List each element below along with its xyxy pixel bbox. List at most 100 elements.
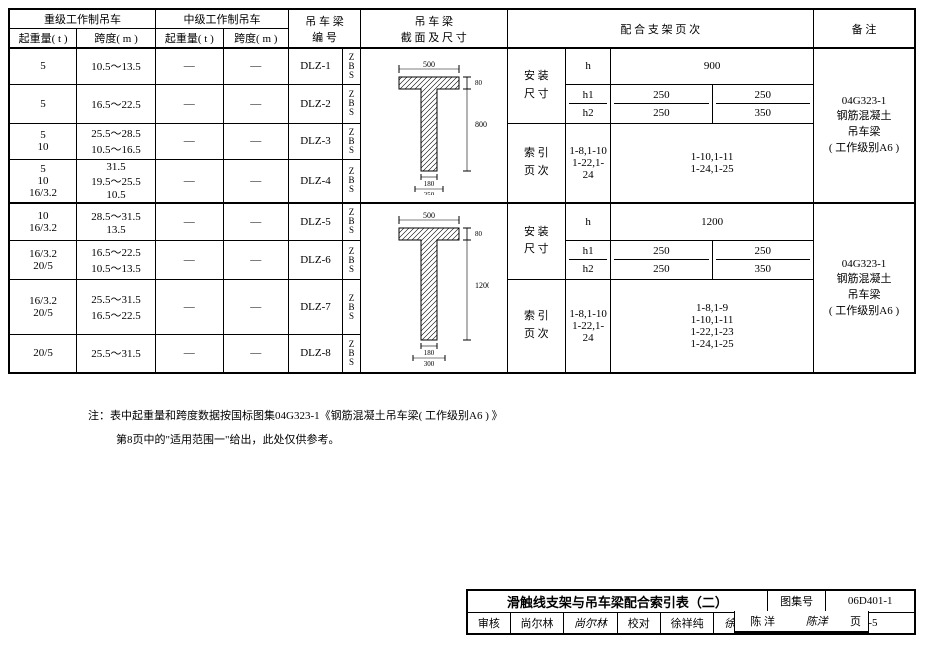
- cell: h: [566, 48, 611, 84]
- cell: 5: [9, 84, 77, 123]
- cell: —: [223, 335, 288, 373]
- cell: DLZ-5: [288, 203, 342, 241]
- cell: DLZ-4: [288, 159, 342, 203]
- zbs: ZBS: [346, 167, 357, 194]
- page-label: 页: [843, 611, 869, 633]
- cell: 51016/3.2: [9, 159, 77, 203]
- cell: —: [155, 241, 223, 280]
- hdr-span-2: 跨度( m ): [223, 29, 288, 49]
- cell: —: [155, 48, 223, 84]
- cell: DLZ-3: [288, 123, 342, 159]
- cell: 25.5～28.510.5～16.5: [77, 123, 156, 159]
- cell: 1200: [611, 203, 814, 241]
- setno-label: 图集号: [767, 590, 826, 613]
- hdr-load-1: 起重量( t ): [9, 29, 77, 49]
- cell: 250 250: [611, 84, 712, 123]
- cell: 1016/3.2: [9, 203, 77, 241]
- idx-cell: 1-8,1-101-22,1-24: [566, 123, 611, 203]
- idx-cell: 1-10,1-111-24,1-25: [611, 123, 814, 203]
- cell: 250 350: [712, 84, 813, 123]
- footnotes: 注：表中起重量和跨度数据按国标图集04G323-1《钢筋混凝土吊车梁( 工作级别…: [88, 404, 917, 452]
- svg-text:500: 500: [423, 60, 435, 69]
- svg-text:180: 180: [424, 349, 435, 357]
- cell: —: [223, 280, 288, 335]
- design-name: 陈 洋: [750, 613, 775, 629]
- hdr-span-1: 跨度( m ): [77, 29, 156, 49]
- cell: 16/3.220/5: [9, 280, 77, 335]
- cell: 5: [9, 48, 77, 84]
- cell: —: [223, 84, 288, 123]
- main-index-table: 重级工作制吊车 中级工作制吊车 吊 车 梁 编 号 吊 车 梁 截 面 及 尺 …: [8, 8, 916, 374]
- setno: 06D401-1: [826, 590, 915, 613]
- cell: —: [223, 241, 288, 280]
- svg-text:1200: 1200: [475, 281, 489, 290]
- cell: 31.519.5～25.510.5: [77, 159, 156, 203]
- cell: 10.5～13.5: [77, 48, 156, 84]
- cell: 20/5: [9, 335, 77, 373]
- cell: 28.5～31.513.5: [77, 203, 156, 241]
- zbs: ZBS: [346, 340, 357, 367]
- cell: DLZ-2: [288, 84, 342, 123]
- zbs: ZBS: [346, 208, 357, 235]
- drawing-title: 滑触线支架与吊车梁配合索引表（二）: [467, 590, 767, 613]
- svg-text:300: 300: [424, 360, 435, 368]
- svg-text:500: 500: [423, 211, 435, 220]
- hdr-section: 吊 车 梁 截 面 及 尺 寸: [361, 9, 507, 48]
- hdr-load-2: 起重量( t ): [155, 29, 223, 49]
- footnote-1: 注：表中起重量和跨度数据按国标图集04G323-1《钢筋混凝土吊车梁( 工作级别…: [88, 404, 917, 428]
- index-label: 索 引页 次: [507, 123, 566, 203]
- cell: h1 h2: [566, 241, 611, 280]
- mount-label: 安 装尺 寸: [507, 48, 566, 123]
- cell: DLZ-8: [288, 335, 342, 373]
- cell: 900: [611, 48, 814, 84]
- hdr-beam-no: 吊 车 梁 编 号: [288, 9, 360, 48]
- cell: —: [223, 123, 288, 159]
- footnote-2: 第8页中的"适用范围一"给出，此处仅供参考。: [88, 428, 917, 452]
- cell: —: [223, 48, 288, 84]
- hdr-notes: 备 注: [813, 9, 915, 48]
- idx-cell: 1-8,1-101-22,1-24: [566, 280, 611, 373]
- svg-text:250: 250: [424, 191, 435, 195]
- cell: 16.5～22.510.5～13.5: [77, 241, 156, 280]
- cell: DLZ-7: [288, 280, 342, 335]
- cell: —: [155, 203, 223, 241]
- idx-cell: 1-8,1-91-10,1-111-22,1-231-24,1-25: [611, 280, 814, 373]
- hdr-medium: 中级工作制吊车: [155, 9, 288, 29]
- cell: 16/3.220/5: [9, 241, 77, 280]
- cell: 250 250: [611, 241, 712, 280]
- notes-block-1: 04G323-1钢筋混凝土吊车梁( 工作级别A6 ): [813, 48, 915, 203]
- review-sig: 尚尔林: [564, 612, 617, 634]
- cell: —: [155, 280, 223, 335]
- zbs: ZBS: [346, 294, 357, 321]
- check-label: 校对: [617, 612, 660, 634]
- zbs: ZBS: [346, 90, 357, 117]
- review-label: 审核: [467, 612, 510, 634]
- cell: 25.5～31.5: [77, 335, 156, 373]
- hdr-heavy: 重级工作制吊车: [9, 9, 155, 29]
- review-name: 尚尔林: [510, 612, 563, 634]
- cell: h: [566, 203, 611, 241]
- cell: DLZ-1: [288, 48, 342, 84]
- svg-text:80: 80: [475, 79, 483, 87]
- hdr-bracket: 配 合 支 架 页 次: [507, 9, 813, 48]
- mount-label: 安 装尺 寸: [507, 203, 566, 280]
- cell: —: [155, 159, 223, 203]
- cell: 510: [9, 123, 77, 159]
- cell: 25.5～31.516.5～22.5: [77, 280, 156, 335]
- zbs: ZBS: [346, 128, 357, 155]
- cell: DLZ-6: [288, 241, 342, 280]
- beam-diagram-1: 500 80 800 180 250: [361, 48, 507, 203]
- cell: —: [155, 335, 223, 373]
- svg-text:180: 180: [424, 180, 435, 188]
- beam-diagram-2: 500 80 1200 180 300: [361, 203, 507, 373]
- cell: 16.5～22.5: [77, 84, 156, 123]
- zbs: ZBS: [346, 247, 357, 274]
- index-label: 索 引页 次: [507, 280, 566, 373]
- svg-text:80: 80: [475, 230, 483, 238]
- check-name: 徐祥纯: [660, 612, 713, 634]
- cell: h1 h2: [566, 84, 611, 123]
- title-block: 滑触线支架与吊车梁配合索引表（二） 图集号 06D401-1 审核 尚尔林 尚尔…: [466, 589, 916, 635]
- zbs: ZBS: [346, 53, 357, 80]
- cell: —: [223, 203, 288, 241]
- cell: 250 350: [712, 241, 813, 280]
